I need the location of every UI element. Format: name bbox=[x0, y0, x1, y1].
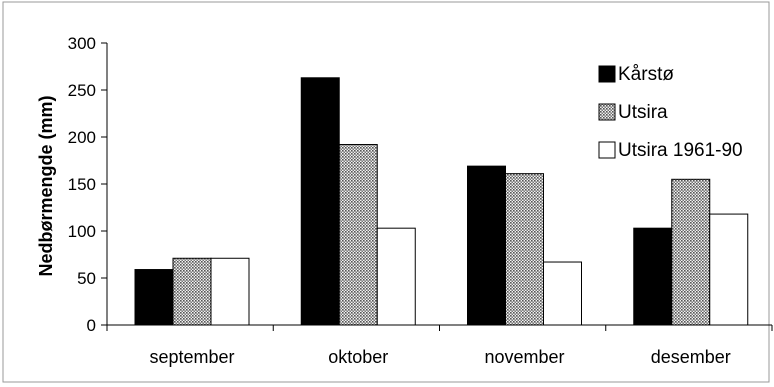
legend-swatch bbox=[598, 65, 616, 83]
y-tick-label: 150 bbox=[68, 175, 96, 194]
x-category-label: desember bbox=[651, 347, 731, 367]
y-tick-label: 0 bbox=[87, 316, 96, 335]
y-tick-label: 200 bbox=[68, 128, 96, 147]
legend-label: Utsira 1961-90 bbox=[618, 140, 743, 161]
x-category-label: november bbox=[484, 347, 564, 367]
bar-k-rst--september bbox=[134, 269, 174, 326]
y-tick-label: 250 bbox=[68, 81, 96, 100]
bar-utsira-oktober bbox=[338, 144, 378, 326]
x-category-label: oktober bbox=[328, 347, 388, 367]
bar-k-rst--desember bbox=[633, 227, 673, 326]
y-axis: 0 50 100 150 200 250 300 bbox=[68, 34, 108, 335]
bar-utsira-1961-90-oktober bbox=[376, 227, 416, 326]
bar-utsira-1961-90-desember bbox=[709, 213, 749, 326]
bar-utsira-desember bbox=[671, 178, 711, 326]
legend-swatch bbox=[598, 141, 616, 159]
legend-label: Utsira bbox=[618, 102, 668, 123]
bar-utsira-1961-90-september bbox=[210, 257, 250, 326]
legend-swatch bbox=[598, 103, 616, 121]
x-category-label: september bbox=[149, 347, 234, 367]
bars-group bbox=[134, 77, 749, 326]
bar-k-rst--oktober bbox=[300, 77, 340, 326]
bar-utsira-1961-90-november bbox=[543, 261, 582, 326]
y-tick-label: 100 bbox=[68, 222, 96, 241]
x-axis: september oktober november desember bbox=[106, 324, 773, 367]
y-tick-label: 50 bbox=[77, 269, 96, 288]
y-tick-label: 300 bbox=[68, 34, 96, 53]
bar-utsira-november bbox=[505, 173, 544, 326]
legend-label: Kårstø bbox=[618, 64, 674, 85]
bar-k-rst--november bbox=[467, 165, 506, 326]
y-axis-title: Nedbørmengde (mm) bbox=[36, 95, 56, 276]
bar-utsira-september bbox=[172, 257, 212, 326]
legend: Kårstø Utsira Utsira 1961-90 bbox=[598, 64, 743, 161]
